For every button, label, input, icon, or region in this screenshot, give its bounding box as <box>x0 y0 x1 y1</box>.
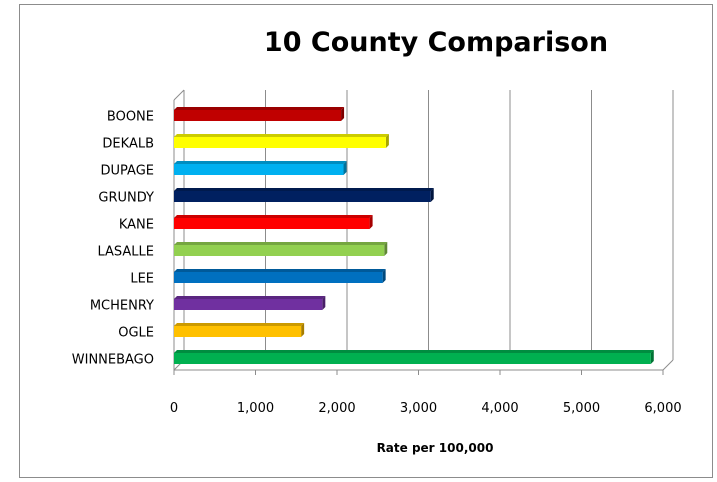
category-label-boone: BOONE <box>107 110 154 125</box>
wall-top-edge <box>173 89 185 101</box>
bar-end-dekalb <box>385 134 389 148</box>
bar-dekalb <box>174 137 386 148</box>
bar-end-ogle <box>301 323 305 337</box>
category-label-kane: KANE <box>119 218 154 233</box>
bar-lasalle <box>174 245 385 256</box>
bar-end-boone <box>341 107 345 121</box>
bar-top-mchenry <box>174 296 326 299</box>
bar-end-lasalle <box>384 242 388 256</box>
bar-dupage <box>174 164 344 175</box>
bar-top-ogle <box>174 323 305 326</box>
bar-end-grundy <box>430 188 434 202</box>
bar-top-kane <box>174 215 373 218</box>
x-tick-label-1: 1,000 <box>237 401 274 416</box>
bar-lee <box>174 272 383 283</box>
category-label-winnebago: WINNEBAGO <box>72 353 154 368</box>
bar-end-winnebago <box>650 350 654 364</box>
bar-top-dupage <box>174 161 347 164</box>
category-label-mchenry: MCHENRY <box>90 299 154 314</box>
bar-boone <box>174 110 342 121</box>
chart-title: 10 County Comparison <box>263 27 609 58</box>
bar-top-lasalle <box>174 242 388 245</box>
bar-grundy <box>174 191 431 202</box>
bar-kane <box>174 218 370 229</box>
bar-top-winnebago <box>174 350 654 353</box>
bar-winnebago <box>174 353 651 364</box>
bar-end-lee <box>382 269 386 283</box>
x-axis-title: Rate per 100,000 <box>376 441 494 455</box>
floor-right-edge <box>662 359 674 371</box>
category-label-ogle: OGLE <box>118 326 154 341</box>
bar-end-kane <box>369 215 373 229</box>
x-tick-label-6: 6,000 <box>644 401 681 416</box>
chart-frame: 10 County Comparison Rate per 100,000 <box>19 4 713 478</box>
bar-mchenry <box>174 299 323 310</box>
category-label-lasalle: LASALLE <box>97 245 154 260</box>
bar-top-lee <box>174 269 386 272</box>
bar-top-grundy <box>174 188 434 191</box>
bar-end-mchenry <box>322 296 326 310</box>
bar-end-dupage <box>343 161 347 175</box>
bar-ogle <box>174 326 302 337</box>
bar-top-boone <box>174 107 345 110</box>
x-tick-label-0: 0 <box>170 401 178 416</box>
category-label-dekalb: DEKALB <box>102 137 154 152</box>
category-label-lee: LEE <box>130 272 154 287</box>
x-tick-label-4: 4,000 <box>481 401 518 416</box>
x-tick-label-3: 3,000 <box>400 401 437 416</box>
category-label-dupage: DUPAGE <box>101 164 155 179</box>
x-tick-label-2: 2,000 <box>318 401 355 416</box>
category-label-grundy: GRUNDY <box>98 191 154 206</box>
x-tick-label-5: 5,000 <box>563 401 600 416</box>
bar-top-dekalb <box>174 134 389 137</box>
